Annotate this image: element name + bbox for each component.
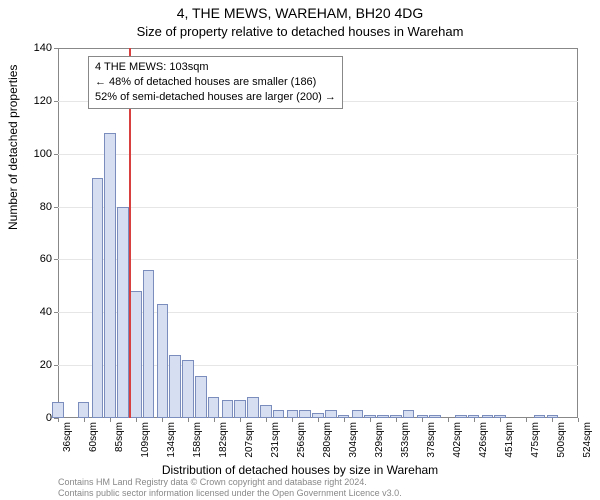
ytick-label: 80 [12, 201, 52, 213]
xtick-label: 256sqm [296, 422, 307, 464]
histogram-bar [78, 402, 90, 418]
gridline [58, 207, 578, 208]
xtick-label: 402sqm [452, 422, 463, 464]
page-subtitle: Size of property relative to detached ho… [0, 24, 600, 39]
xtick-label: 378sqm [426, 422, 437, 464]
xtick-label: 280sqm [322, 422, 333, 464]
histogram-bar [455, 415, 467, 418]
histogram-bar [104, 133, 116, 418]
xtick-mark [136, 418, 137, 422]
xtick-label: 353sqm [400, 422, 411, 464]
xtick-label: 304sqm [348, 422, 359, 464]
xtick-mark [214, 418, 215, 422]
histogram-bar [52, 402, 64, 418]
xtick-mark [422, 418, 423, 422]
histogram-bar [130, 291, 142, 418]
histogram-bar [534, 415, 546, 418]
xtick-mark [266, 418, 267, 422]
xtick-label: 475sqm [530, 422, 541, 464]
ytick-label: 0 [12, 412, 52, 424]
histogram-bar [222, 400, 234, 419]
xtick-label: 36sqm [62, 422, 73, 464]
xtick-mark [162, 418, 163, 422]
copyright-footer: Contains HM Land Registry data © Crown c… [58, 477, 402, 498]
ytick-label: 60 [12, 253, 52, 265]
xtick-label: 85sqm [114, 422, 125, 464]
histogram-plot: 02040608010012014036sqm60sqm85sqm109sqm1… [58, 48, 578, 418]
histogram-bar [287, 410, 299, 418]
histogram-bar [377, 415, 389, 418]
xtick-label: 451sqm [504, 422, 515, 464]
ytick-mark [54, 365, 58, 366]
xtick-mark [292, 418, 293, 422]
histogram-bar [482, 415, 494, 418]
histogram-bar [157, 304, 169, 418]
xtick-label: 158sqm [192, 422, 203, 464]
ytick-label: 140 [12, 42, 52, 54]
ytick-mark [54, 101, 58, 102]
histogram-bar [169, 355, 181, 418]
xtick-label: 524sqm [582, 422, 593, 464]
histogram-bar [247, 397, 259, 418]
ytick-label: 40 [12, 306, 52, 318]
annotation-line: 4 THE MEWS: 103sqm [95, 60, 336, 75]
xtick-label: 500sqm [556, 422, 567, 464]
xtick-mark [344, 418, 345, 422]
ytick-mark [54, 312, 58, 313]
histogram-bar [195, 376, 207, 418]
annotation-box: 4 THE MEWS: 103sqm← 48% of detached hous… [88, 56, 343, 109]
x-axis-label: Distribution of detached houses by size … [0, 463, 600, 477]
footer-line-1: Contains HM Land Registry data © Crown c… [58, 477, 402, 487]
annotation-line: ← 48% of detached houses are smaller (18… [95, 75, 336, 90]
ytick-label: 100 [12, 148, 52, 160]
ytick-label: 20 [12, 359, 52, 371]
histogram-bar [117, 207, 129, 418]
ytick-label: 120 [12, 95, 52, 107]
histogram-bar [260, 405, 272, 418]
xtick-label: 207sqm [244, 422, 255, 464]
ytick-mark [54, 48, 58, 49]
footer-line-2: Contains public sector information licen… [58, 488, 402, 498]
xtick-mark [552, 418, 553, 422]
xtick-mark [240, 418, 241, 422]
xtick-mark [84, 418, 85, 422]
xtick-label: 426sqm [478, 422, 489, 464]
histogram-bar [273, 410, 285, 418]
xtick-label: 231sqm [270, 422, 281, 464]
histogram-bar [208, 397, 220, 418]
xtick-label: 134sqm [166, 422, 177, 464]
xtick-label: 182sqm [218, 422, 229, 464]
histogram-bar [299, 410, 311, 418]
histogram-bar [325, 410, 337, 418]
histogram-bar [234, 400, 246, 419]
xtick-mark [526, 418, 527, 422]
xtick-mark [474, 418, 475, 422]
xtick-mark [110, 418, 111, 422]
xtick-mark [188, 418, 189, 422]
annotation-line: 52% of semi-detached houses are larger (… [95, 90, 336, 105]
gridline [58, 259, 578, 260]
xtick-mark [500, 418, 501, 422]
gridline [58, 154, 578, 155]
page-title: 4, THE MEWS, WAREHAM, BH20 4DG [0, 5, 600, 21]
histogram-bar [143, 270, 155, 418]
xtick-mark [578, 418, 579, 422]
ytick-mark [54, 154, 58, 155]
histogram-bar [92, 178, 104, 419]
xtick-mark [448, 418, 449, 422]
histogram-bar [182, 360, 194, 418]
histogram-bar [403, 410, 415, 418]
xtick-mark [370, 418, 371, 422]
xtick-mark [318, 418, 319, 422]
xtick-label: 329sqm [374, 422, 385, 464]
histogram-bar [352, 410, 364, 418]
xtick-label: 109sqm [140, 422, 151, 464]
xtick-label: 60sqm [88, 422, 99, 464]
xtick-mark [396, 418, 397, 422]
ytick-mark [54, 207, 58, 208]
ytick-mark [54, 259, 58, 260]
xtick-mark [58, 418, 59, 422]
histogram-bar [429, 415, 441, 418]
